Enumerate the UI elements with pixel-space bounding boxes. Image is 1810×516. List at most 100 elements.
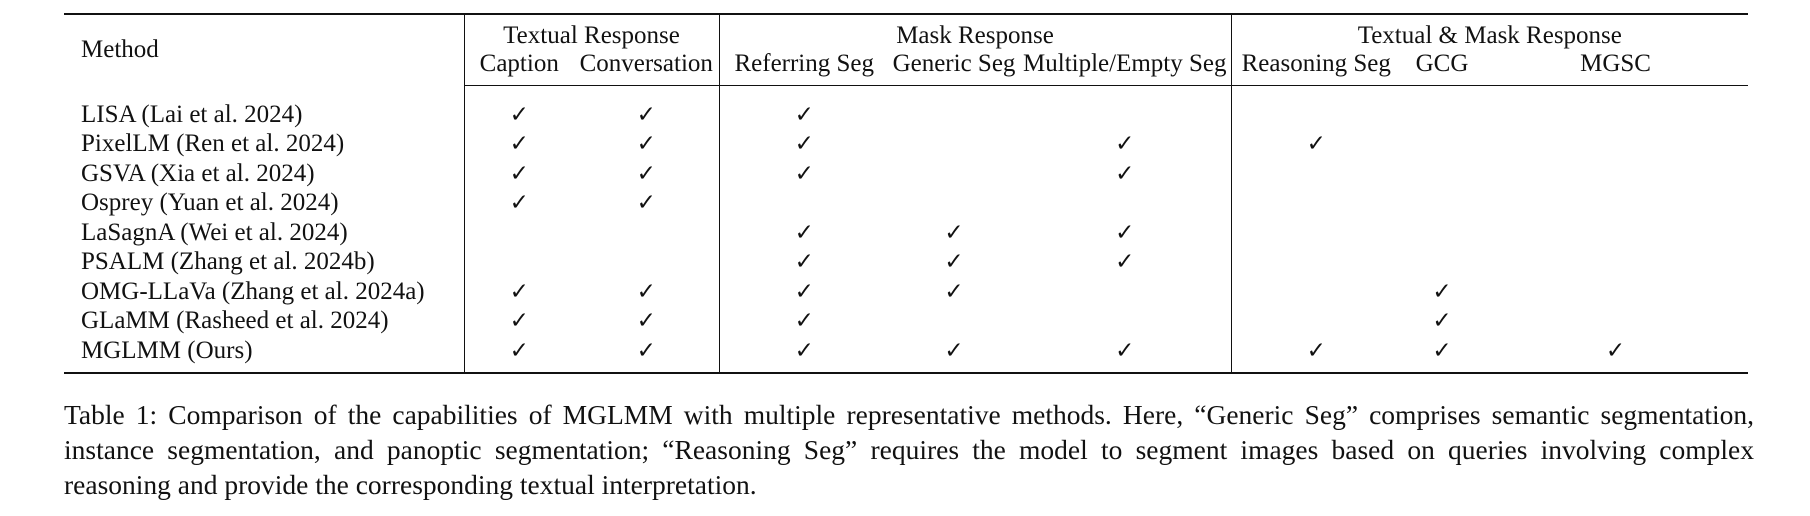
capability-cell: [1483, 130, 1748, 160]
capability-cell: [1483, 248, 1748, 278]
table-row: PSALM (Zhang et al. 2024b) ✓ ✓ ✓: [64, 247, 1748, 278]
capability-cell: [1230, 306, 1402, 336]
group-header-textual-mask: Textual & Mask Response: [1230, 13, 1749, 50]
method-header: Method: [64, 13, 464, 86]
check-icon: ✓: [636, 101, 656, 128]
capability-cell: ✓: [574, 336, 719, 374]
capability-cell: [1483, 159, 1748, 189]
capability-cell: ✓: [718, 159, 889, 189]
table-row: LISA (Lai et al. 2024) ✓ ✓ ✓: [64, 85, 1748, 130]
capability-cell: [1401, 248, 1483, 278]
check-icon: ✓: [636, 190, 656, 217]
capability-cell: ✓: [463, 336, 574, 374]
method-name: OMG-LLaVa (Zhang et al. 2024a): [81, 277, 425, 305]
capability-cell: ✓: [718, 277, 889, 307]
table-row: GSVA (Xia et al. 2024) ✓ ✓ ✓ ✓: [64, 159, 1748, 189]
method-name: PixelLM (Ren et al. 2024): [81, 130, 345, 158]
capability-cell: [1483, 189, 1748, 219]
capability-cell: ✓: [463, 85, 574, 130]
check-icon: ✓: [509, 101, 529, 128]
check-icon: ✓: [794, 278, 814, 305]
capability-cell: [718, 188, 889, 218]
method-name: GSVA (Xia et al. 2024): [81, 159, 315, 187]
capability-cell: [1230, 247, 1402, 277]
check-icon: ✓: [509, 308, 529, 335]
col-header-referring-seg: Referring Seg: [718, 50, 889, 86]
check-icon: ✓: [794, 249, 814, 276]
capability-cell: [889, 86, 1019, 130]
check-icon: ✓: [1432, 337, 1452, 364]
capability-cell: [1483, 277, 1748, 307]
capability-cell: ✓: [718, 85, 889, 130]
method-name: PSALM (Zhang et al. 2024b): [81, 248, 375, 276]
capability-cell: ✓: [1483, 336, 1749, 374]
capability-cell: ✓: [574, 86, 719, 130]
capability-cell: ✓: [889, 248, 1019, 278]
method-name: LISA (Lai et al. 2024): [81, 100, 303, 128]
capability-cell: ✓: [1230, 129, 1402, 159]
capability-cell: ✓: [889, 218, 1019, 248]
check-icon: ✓: [944, 219, 964, 246]
table-caption: Table 1: Comparison of the capabilities …: [64, 397, 1754, 502]
table-row: LaSagnA (Wei et al. 2024) ✓ ✓ ✓: [64, 218, 1748, 248]
capability-cell: ✓: [1019, 248, 1231, 278]
capability-cell: [1401, 218, 1483, 248]
check-icon: ✓: [1306, 337, 1326, 364]
method-name: Osprey (Yuan et al. 2024): [81, 189, 339, 217]
capability-cell: [1230, 188, 1402, 218]
capability-cell: [889, 307, 1019, 337]
col-header-multiple-empty-seg: Multiple/Empty Seg: [1019, 50, 1232, 86]
group-header-mask: Mask Response: [718, 13, 1232, 50]
table-row: PixelLM (Ren et al. 2024) ✓ ✓ ✓ ✓ ✓: [64, 129, 1748, 160]
capability-cell: ✓: [1230, 336, 1402, 374]
capability-cell: ✓: [463, 188, 574, 218]
check-icon: ✓: [509, 160, 529, 187]
capability-cell: ✓: [718, 336, 889, 374]
capability-cell: ✓: [718, 247, 889, 277]
capability-cell: [463, 218, 574, 248]
check-icon: ✓: [944, 249, 964, 276]
check-icon: ✓: [794, 308, 814, 335]
caption-text: Comparison of the capabilities of MGLMM …: [64, 399, 1754, 500]
table-row: GLaMM (Rasheed et al. 2024) ✓ ✓ ✓ ✓: [64, 306, 1748, 337]
table-row: MGLMM (Ours) ✓ ✓ ✓ ✓ ✓ ✓ ✓ ✓: [64, 336, 1749, 374]
capability-cell: ✓: [889, 336, 1019, 374]
method-name: MGLMM (Ours): [64, 336, 464, 374]
check-icon: ✓: [1115, 219, 1135, 246]
capability-cell: [1401, 189, 1483, 219]
comparison-table: Method Textual Response Mask Response Te…: [64, 13, 1749, 374]
check-icon: ✓: [794, 337, 814, 364]
check-icon: ✓: [794, 160, 814, 187]
capability-cell: ✓: [718, 306, 889, 336]
col-header-conversation: Conversation: [574, 50, 719, 86]
group-header-textual: Textual Response: [463, 13, 719, 50]
check-icon: ✓: [636, 337, 656, 364]
capability-cell: ✓: [463, 159, 574, 189]
capability-cell: [1230, 277, 1402, 307]
capability-cell: [1019, 86, 1231, 130]
check-icon: ✓: [944, 337, 964, 364]
check-icon: ✓: [636, 131, 656, 158]
check-icon: ✓: [1306, 131, 1326, 158]
capability-cell: [1230, 218, 1402, 248]
capability-cell: ✓: [574, 189, 719, 219]
capability-cell: [1019, 277, 1231, 307]
capability-cell: ✓: [1019, 159, 1231, 189]
check-icon: ✓: [1432, 278, 1452, 305]
capability-cell: ✓: [574, 130, 719, 160]
check-icon: ✓: [1115, 337, 1135, 364]
check-icon: ✓: [1432, 308, 1452, 335]
check-icon: ✓: [636, 278, 656, 305]
method-name: GLaMM (Rasheed et al. 2024): [81, 307, 389, 335]
check-icon: ✓: [1115, 249, 1135, 276]
capability-cell: ✓: [574, 277, 719, 307]
check-icon: ✓: [794, 219, 814, 246]
caption-label: Table 1:: [64, 399, 158, 430]
capability-cell: ✓: [718, 129, 889, 159]
check-icon: ✓: [944, 278, 964, 305]
capability-cell: ✓: [463, 129, 574, 159]
col-header-generic-seg: Generic Seg: [889, 50, 1019, 86]
check-icon: ✓: [636, 308, 656, 335]
capability-cell: ✓: [574, 159, 719, 189]
